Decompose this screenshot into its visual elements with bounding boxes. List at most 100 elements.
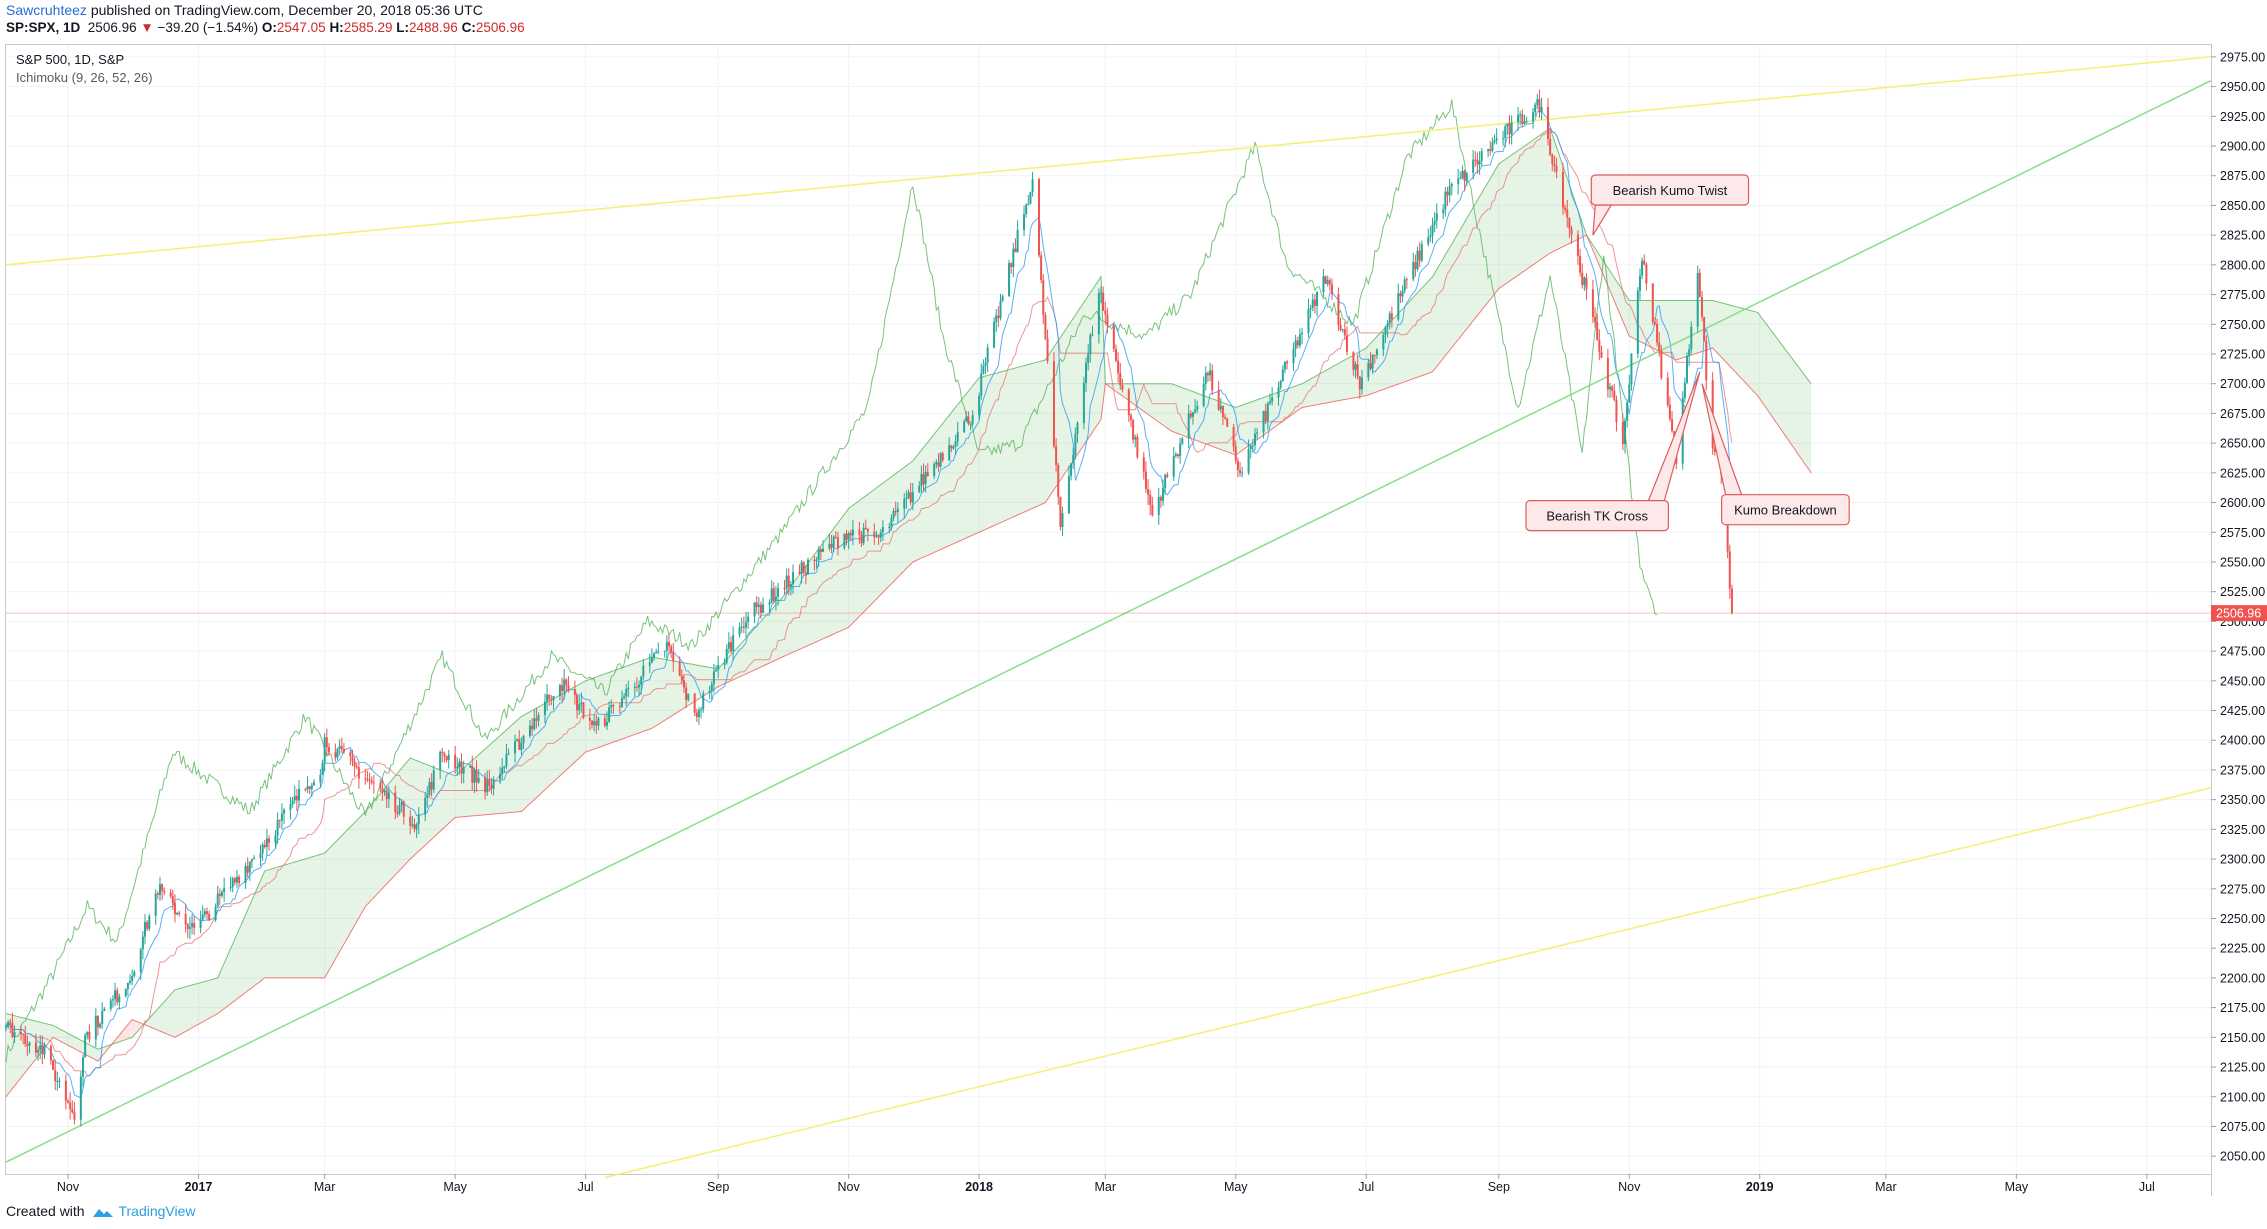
candle-body xyxy=(1668,404,1671,420)
candle-body xyxy=(1234,446,1237,461)
candle-body xyxy=(1442,209,1445,214)
x-tick-label: May xyxy=(1224,1180,1248,1194)
callout-label: Kumo Breakdown xyxy=(1734,503,1837,518)
candle-body xyxy=(755,602,758,608)
candle-body xyxy=(740,626,743,628)
candle-body xyxy=(400,801,403,806)
candle-body xyxy=(1164,474,1167,489)
y-tick-label: 2900.00 xyxy=(2220,140,2265,154)
candle-body xyxy=(246,865,249,873)
candle-body xyxy=(546,694,549,702)
candle-body xyxy=(864,527,867,530)
y-tick-label: 2300.00 xyxy=(2220,853,2265,867)
candle-body xyxy=(952,446,955,449)
candle-body xyxy=(807,559,810,575)
candle-body xyxy=(518,739,521,750)
candle-body xyxy=(1196,405,1199,410)
candle-body xyxy=(1666,377,1669,405)
high-label: H: xyxy=(329,20,344,35)
candle-body xyxy=(1262,410,1265,433)
candle-body xyxy=(443,753,446,757)
candle-body xyxy=(409,816,412,826)
candle-body xyxy=(1236,460,1239,471)
candle-body xyxy=(19,1031,22,1035)
candle-body xyxy=(1403,279,1406,292)
candle-body xyxy=(370,780,373,783)
candle-body xyxy=(1271,397,1274,402)
candle-body xyxy=(1371,354,1374,369)
last-price-label: 2506.96 xyxy=(2216,607,2261,621)
candle-body xyxy=(353,761,356,767)
candle-body xyxy=(1085,362,1088,383)
candle-body xyxy=(1611,386,1614,392)
candle-body xyxy=(1609,386,1612,390)
candle-body xyxy=(1397,293,1400,320)
candle-body xyxy=(411,824,414,826)
author-link[interactable]: Sawcruhteez xyxy=(6,2,87,18)
candle-body xyxy=(543,701,546,715)
candle-body xyxy=(1401,291,1404,297)
candle-body xyxy=(892,510,895,519)
candle-body xyxy=(939,453,942,467)
open-label: O: xyxy=(261,20,277,35)
candle-body xyxy=(417,814,420,825)
x-tick-label: Jul xyxy=(1358,1180,1374,1194)
candle-body xyxy=(1636,290,1639,354)
tradingview-link[interactable]: TradingView xyxy=(118,1203,196,1219)
candle-body xyxy=(1177,454,1180,457)
candle-body xyxy=(1630,353,1633,385)
candle-body xyxy=(680,675,683,681)
candle-body xyxy=(851,529,854,536)
candle-body xyxy=(178,912,181,915)
y-tick-label: 2750.00 xyxy=(2220,318,2265,332)
candle-body xyxy=(1031,179,1034,193)
candle-body xyxy=(283,809,286,814)
candle-body xyxy=(1209,370,1212,376)
y-tick-label: 2800.00 xyxy=(2220,258,2265,272)
candle-body xyxy=(1046,338,1049,362)
candle-body xyxy=(1316,292,1319,306)
candle-body xyxy=(1187,413,1190,439)
candle-body xyxy=(1127,389,1130,416)
candle-body xyxy=(1566,209,1569,218)
candle-body xyxy=(58,1080,61,1082)
candle-body xyxy=(1510,122,1513,135)
low-label: L: xyxy=(396,20,410,35)
chikou-span xyxy=(5,99,1658,1063)
candle-body xyxy=(849,533,852,536)
candle-body xyxy=(413,824,416,830)
candle-body xyxy=(462,767,465,774)
candle-body xyxy=(725,648,728,663)
candle-body xyxy=(1643,260,1646,265)
candle-body xyxy=(1012,248,1015,268)
candle-body xyxy=(81,1057,84,1077)
candle-body xyxy=(208,913,211,921)
candle-body xyxy=(753,602,756,617)
candle-body xyxy=(1416,250,1419,270)
candle-body xyxy=(1461,170,1464,179)
candle-body xyxy=(306,786,309,790)
candle-body xyxy=(1399,293,1402,297)
candle-body xyxy=(785,575,788,589)
candle-body xyxy=(1191,412,1194,417)
candle-body xyxy=(1448,186,1451,196)
candle-body xyxy=(325,737,328,748)
candle-body xyxy=(1519,114,1522,116)
chart-svg[interactable]: Bearish Kumo Twist Bearish TK Cross Kumo B… xyxy=(0,0,2267,1196)
x-tick-label: Nov xyxy=(57,1180,80,1194)
candle-body xyxy=(875,536,878,538)
candle-body xyxy=(710,684,713,691)
candle-body xyxy=(1345,335,1348,352)
candle-body xyxy=(424,797,427,815)
y-tick-label: 2475.00 xyxy=(2220,645,2265,659)
candle-body xyxy=(1594,317,1597,323)
candle-body xyxy=(394,792,397,813)
candle-body xyxy=(250,859,253,862)
candle-body xyxy=(327,747,330,753)
candle-body xyxy=(648,662,651,666)
candle-body xyxy=(490,785,493,789)
candle-body xyxy=(1283,361,1286,370)
y-tick-label: 2125.00 xyxy=(2220,1061,2265,1075)
candle-body xyxy=(1052,361,1055,447)
candle-body xyxy=(146,922,149,929)
